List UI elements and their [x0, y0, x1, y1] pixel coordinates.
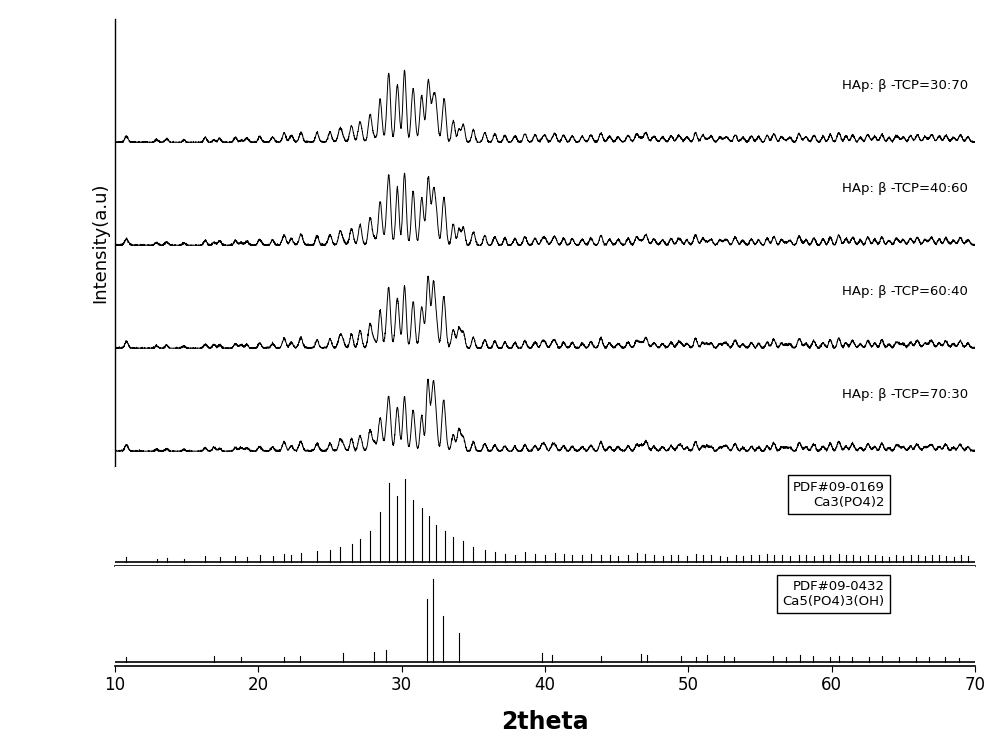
Text: HAp: β -TCP=30:70: HAp: β -TCP=30:70: [842, 79, 968, 92]
Text: HAp: β -TCP=70:30: HAp: β -TCP=70:30: [842, 388, 968, 401]
Text: PDF#09-0169
Ca3(PO4)2: PDF#09-0169 Ca3(PO4)2: [793, 480, 885, 509]
Y-axis label: Intensity(a.u): Intensity(a.u): [91, 183, 109, 303]
Text: 2theta: 2theta: [501, 711, 589, 735]
Text: HAp: β -TCP=60:40: HAp: β -TCP=60:40: [842, 285, 968, 298]
Text: PDF#09-0432
Ca5(PO4)3(OH): PDF#09-0432 Ca5(PO4)3(OH): [783, 580, 885, 608]
Text: HAp: β -TCP=40:60: HAp: β -TCP=40:60: [842, 182, 968, 195]
